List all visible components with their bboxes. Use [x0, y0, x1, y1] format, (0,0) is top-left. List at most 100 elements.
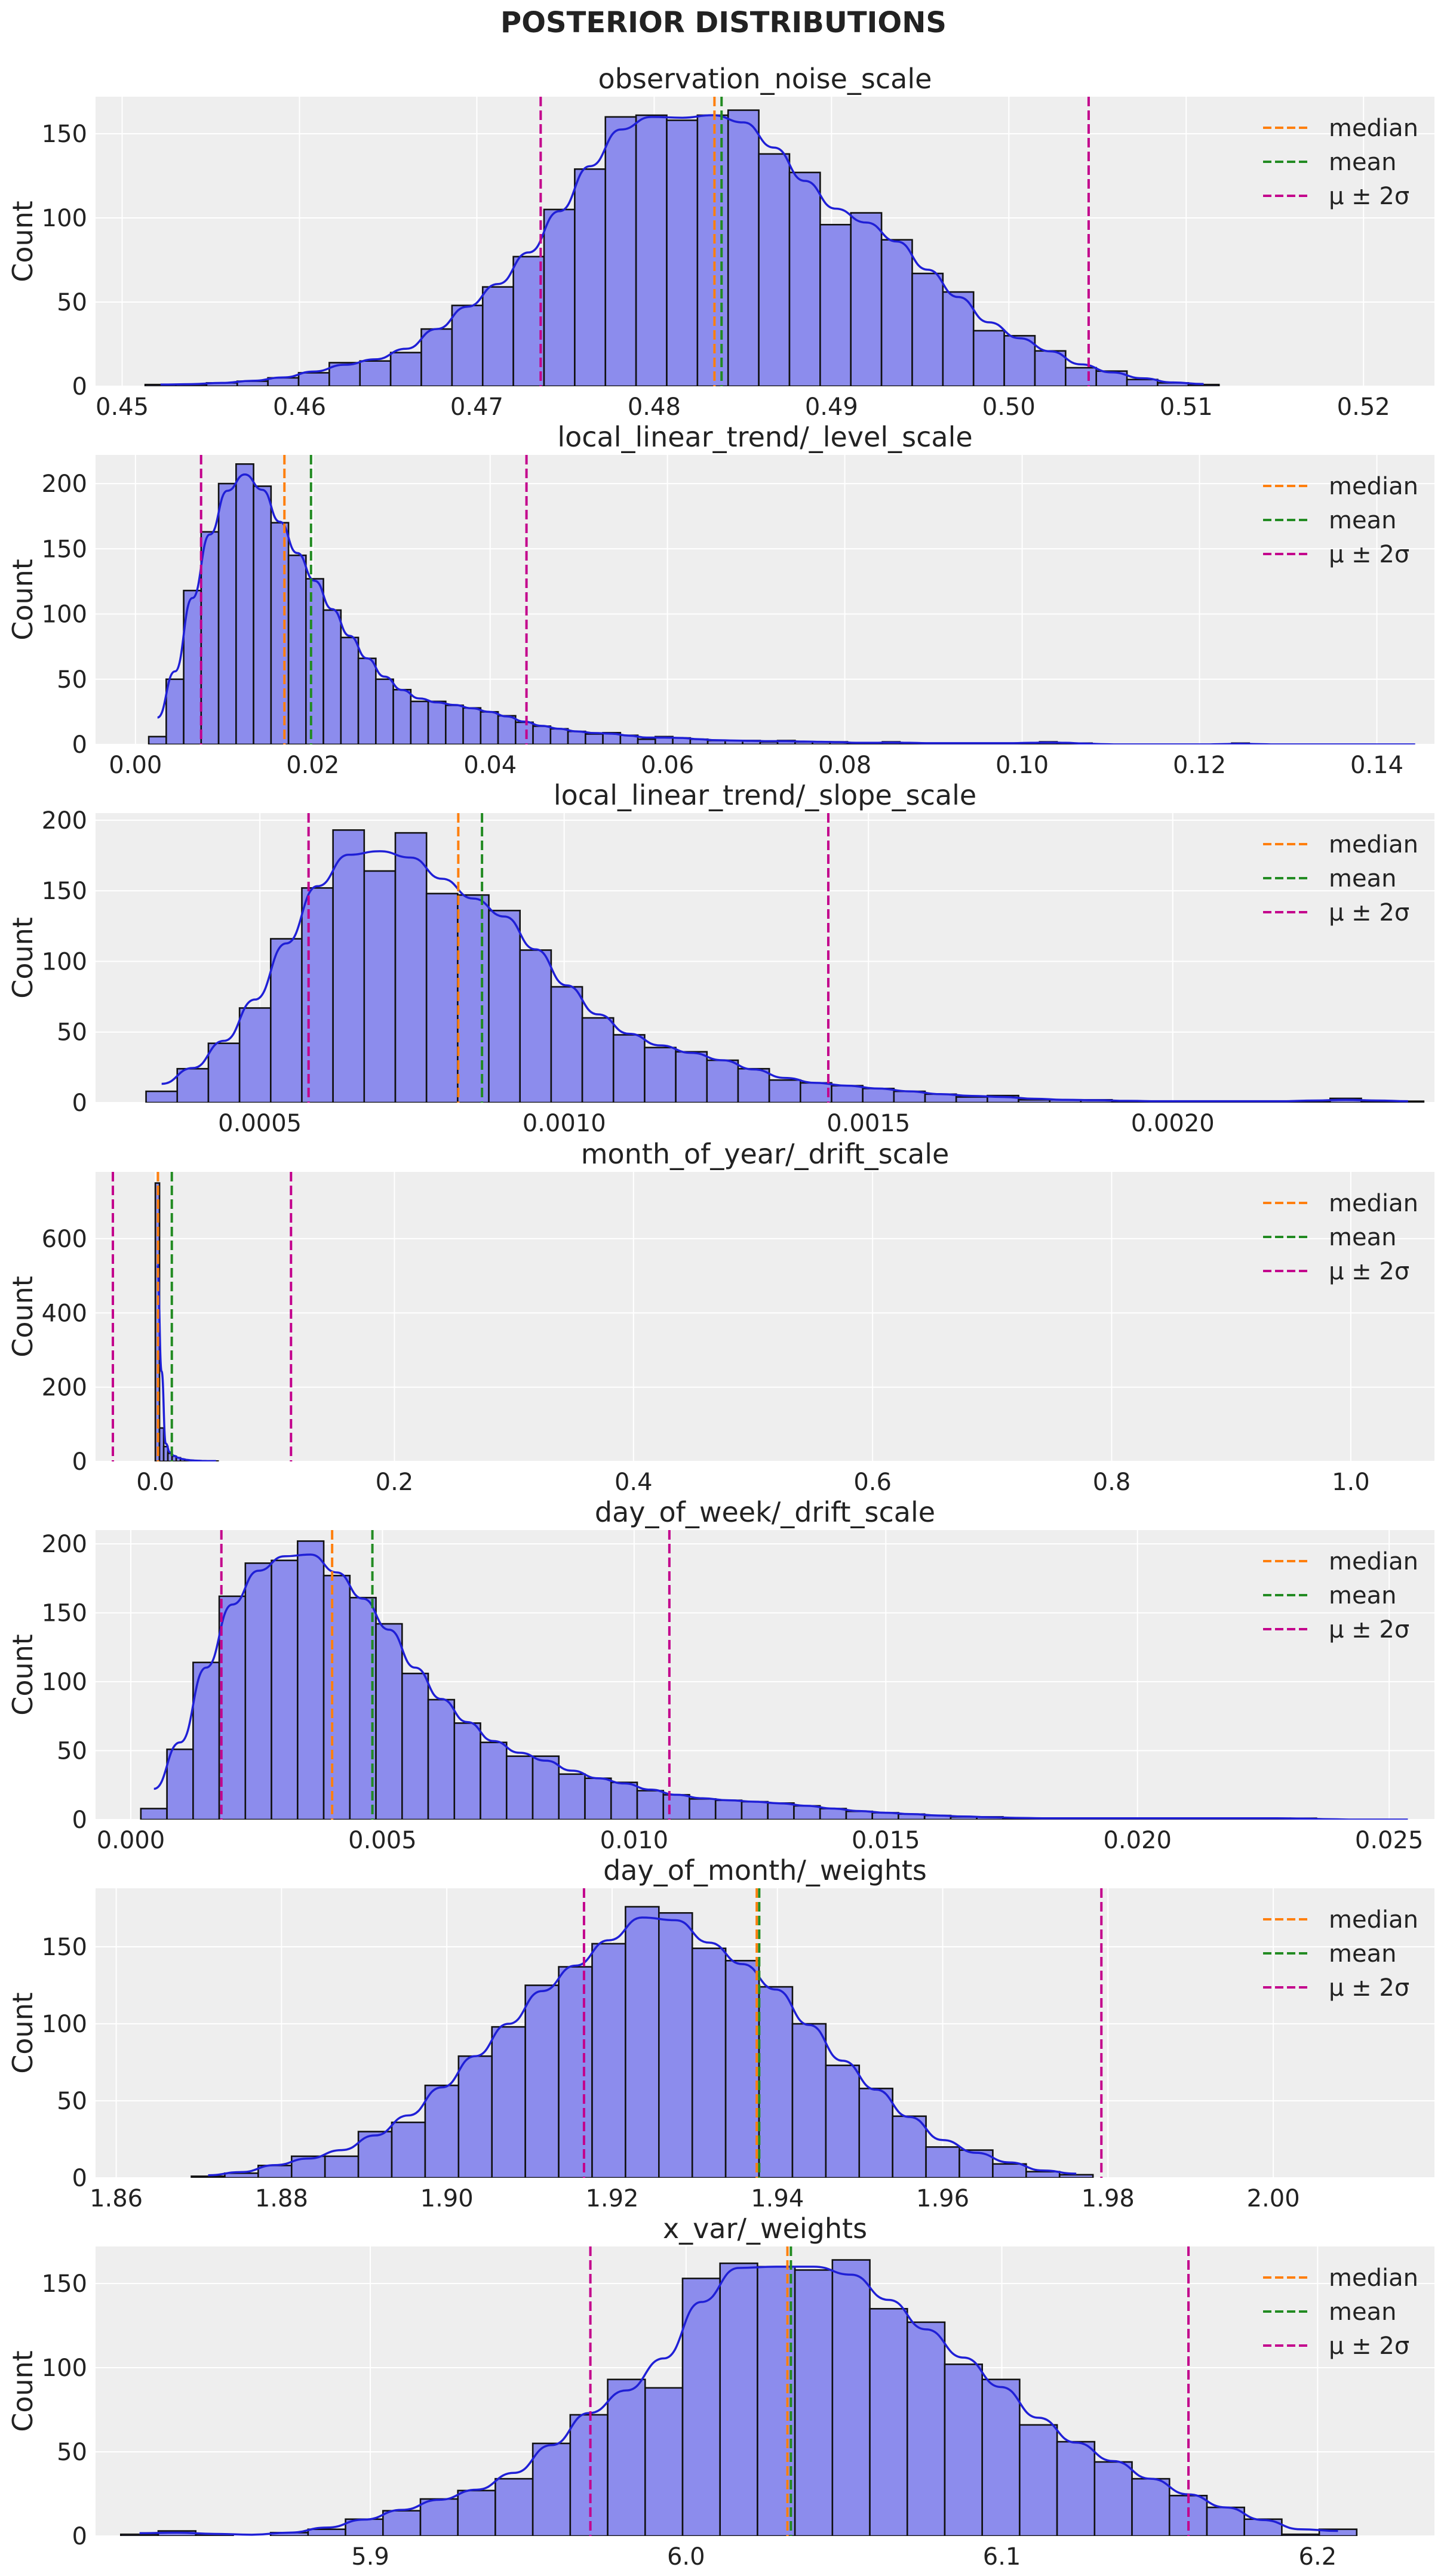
- histogram-bar: [445, 704, 464, 744]
- legend-label: median: [1329, 1906, 1418, 1934]
- figure-title: POSTERIOR DISTRIBUTIONS: [500, 6, 947, 39]
- x-tick-label: 0.0005: [218, 1110, 302, 1137]
- x-tick-label: 2.00: [1247, 2185, 1300, 2212]
- histogram-bar: [584, 1777, 612, 1820]
- legend-label: μ ± 2σ: [1329, 1258, 1409, 1285]
- histogram-bar: [457, 894, 490, 1103]
- y-tick-label: 0: [72, 1090, 87, 1117]
- histogram-bar: [558, 1966, 593, 2178]
- histogram-bar: [488, 909, 521, 1103]
- histogram-bar: [714, 1799, 743, 1820]
- legend-label: μ ± 2σ: [1329, 899, 1409, 927]
- x-tick-label: 0.005: [348, 1827, 417, 1854]
- y-tick-label: 100: [42, 205, 87, 232]
- histogram-bar: [457, 2489, 496, 2536]
- histogram-bar: [270, 522, 290, 744]
- histogram-bar: [791, 2023, 827, 2178]
- histogram-bar: [591, 1943, 626, 2178]
- histogram-bar: [658, 1912, 693, 2178]
- histogram-bar: [955, 1096, 988, 1103]
- histogram-bar: [491, 2026, 526, 2178]
- x-tick-label: 0.0015: [827, 1110, 910, 1137]
- panel-5: 0.000 0.005 0.010 0.015 0.020 0.025 0 50 100 150 2…: [7, 1496, 1434, 1854]
- panel-2: 0.00 0.02 0.04 0.06 0.08 0.10 0.12 0.14 0 50 100 15…: [7, 421, 1434, 779]
- histogram-bar: [666, 119, 699, 386]
- histogram-bar: [462, 707, 482, 744]
- y-axis-label: Count: [7, 1634, 39, 1716]
- histogram-bar: [574, 168, 607, 386]
- histogram-bar: [297, 1540, 325, 1820]
- histogram-bar: [1065, 367, 1098, 386]
- legend-label: mean: [1329, 1582, 1396, 1609]
- histogram-bar: [532, 1755, 560, 1820]
- histogram-bar: [145, 1090, 179, 1103]
- histogram-bar: [457, 2055, 493, 2178]
- y-tick-label: 50: [57, 2088, 87, 2115]
- histogram-bar: [992, 2163, 1027, 2178]
- x-tick-label: 1.0: [1332, 1469, 1370, 1496]
- histogram-bar: [794, 2269, 834, 2536]
- legend: median mean μ ± 2σ: [1263, 1190, 1418, 1285]
- histogram-bar: [1058, 2174, 1094, 2178]
- histogram-bar: [200, 531, 220, 744]
- x-tick-label: 0.12: [1173, 752, 1226, 779]
- x-tick-label: 0.46: [273, 393, 326, 421]
- legend: median mean μ ± 2σ: [1263, 115, 1418, 210]
- histogram-bar: [297, 372, 330, 386]
- histogram-bar: [1318, 2528, 1358, 2536]
- histogram-bar: [604, 116, 637, 386]
- x-tick-label: 0.51: [1160, 393, 1213, 421]
- panel-background: [96, 1172, 1434, 1461]
- histogram-bar: [1206, 2506, 1245, 2536]
- x-tick-label: 0.6: [853, 1469, 892, 1496]
- histogram-bar: [224, 2172, 259, 2178]
- histogram-bar: [727, 109, 760, 386]
- histogram-bar: [148, 735, 167, 744]
- panel-title: month_of_year/_drift_scale: [581, 1138, 950, 1170]
- histogram-bar: [389, 352, 422, 386]
- panel-6: 1.86 1.88 1.90 1.92 1.94 1.96 1.98 2.00 0 50 100 15…: [7, 1854, 1434, 2212]
- y-tick-label: 200: [42, 807, 87, 835]
- histogram-bar: [944, 2363, 983, 2536]
- x-tick-label: 0.00: [109, 752, 162, 779]
- histogram-bar: [425, 892, 459, 1103]
- x-tick-label: 1.98: [1082, 2185, 1135, 2212]
- histogram-bar: [519, 949, 552, 1103]
- plot-area: [140, 1530, 1408, 1820]
- plot-area: [112, 1172, 293, 1461]
- legend-label: μ ± 2σ: [1329, 2332, 1409, 2360]
- histogram-bar: [1281, 2533, 1320, 2536]
- y-tick-label: 100: [42, 601, 87, 629]
- plot-area: [120, 2246, 1358, 2536]
- histogram-bar: [906, 2321, 946, 2536]
- histogram-bar: [524, 1984, 560, 2178]
- panel-title: local_linear_trend/_level_scale: [557, 421, 972, 453]
- panel-3: 0.0005 0.0010 0.0015 0.0020 0 50 100 150 200 Coun…: [7, 779, 1434, 1137]
- histogram-bar: [382, 2510, 422, 2536]
- y-tick-label: 150: [42, 2270, 87, 2298]
- panel-title: local_linear_trend/_slope_scale: [554, 779, 976, 811]
- legend-label: median: [1329, 115, 1418, 142]
- histogram-bar: [607, 2378, 646, 2536]
- y-tick-label: 200: [42, 1374, 87, 1402]
- histogram-bar: [625, 1906, 660, 2178]
- legend-label: median: [1329, 1190, 1418, 1217]
- histogram-bar: [427, 1698, 456, 1820]
- histogram-bar: [567, 730, 586, 744]
- y-tick-label: 150: [42, 878, 87, 905]
- histogram-bar: [357, 657, 377, 744]
- histogram-bar: [819, 1808, 847, 1820]
- histogram-bar: [191, 2175, 226, 2178]
- histogram-bar: [581, 1017, 615, 1103]
- y-tick-label: 50: [57, 1019, 87, 1047]
- y-tick-label: 100: [42, 1669, 87, 1696]
- histogram-bar: [481, 286, 514, 386]
- histogram-bar: [140, 1808, 168, 1820]
- histogram-bar: [391, 2121, 426, 2178]
- histogram-bar: [271, 1559, 299, 1820]
- legend-label: median: [1329, 831, 1418, 858]
- histogram-bar: [757, 2266, 796, 2536]
- histogram-bar: [359, 360, 392, 386]
- x-tick-label: 1.94: [751, 2185, 804, 2212]
- x-tick-label: 0.50: [982, 393, 1036, 421]
